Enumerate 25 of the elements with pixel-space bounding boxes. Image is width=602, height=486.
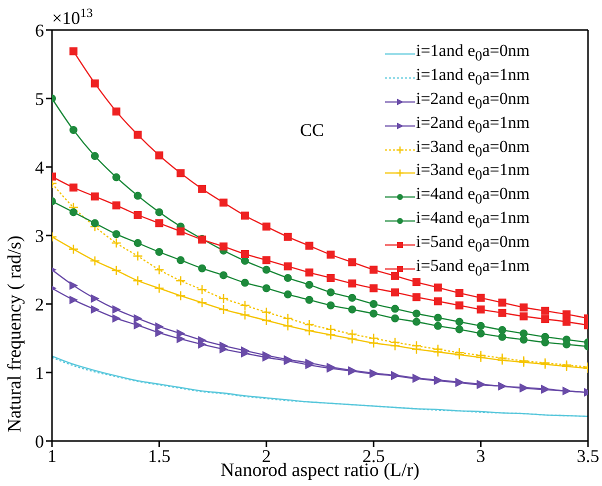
y-tick-label: 0 <box>35 431 44 452</box>
text: ×10$^{13}$ <box>52 6 93 28</box>
y-tick-label: 4 <box>35 157 44 178</box>
y-tick-label: 5 <box>35 88 44 109</box>
legend-label: i=5and e$_{0}$a=1nm <box>416 256 530 281</box>
legend-label: i=1and e$_{0}$a=1nm <box>416 64 530 90</box>
legend-label: i=2and e$_{0}$a=1nm <box>416 112 530 138</box>
y-tick-label: 1 <box>35 362 44 383</box>
y-axis-title: Natural frequency ( rad/s) <box>4 236 26 432</box>
x-tick-label: 1 <box>48 446 56 466</box>
x-tick-label: 3.5 <box>576 446 600 466</box>
legend-label: i=1and e$_{0}$a=0nm <box>416 41 530 66</box>
x-tick-label: 2 <box>262 446 271 466</box>
y-tick-label: 2 <box>35 294 44 314</box>
y-tick-label: 3 <box>35 226 44 246</box>
y-tick-label: 6 <box>35 20 44 40</box>
annotation: CC <box>300 120 324 140</box>
legend-label: i=3and e$_{0}$a=1nm <box>416 160 530 186</box>
legend-label: i=5and e$_{0}$a=0nm <box>416 232 530 258</box>
legend-label: i=4and e$_{0}$a=1nm <box>416 208 530 234</box>
x-tick-label: 1.5 <box>148 446 170 466</box>
x-tick-label: 3 <box>476 446 486 466</box>
legend-label: i=2and e$_{0}$a=0nm <box>416 88 530 114</box>
legend-label: i=3and e$_{0}$a=0nm <box>416 136 530 162</box>
legend-label: i=4and e$_{0}$a=0nm <box>416 184 530 210</box>
